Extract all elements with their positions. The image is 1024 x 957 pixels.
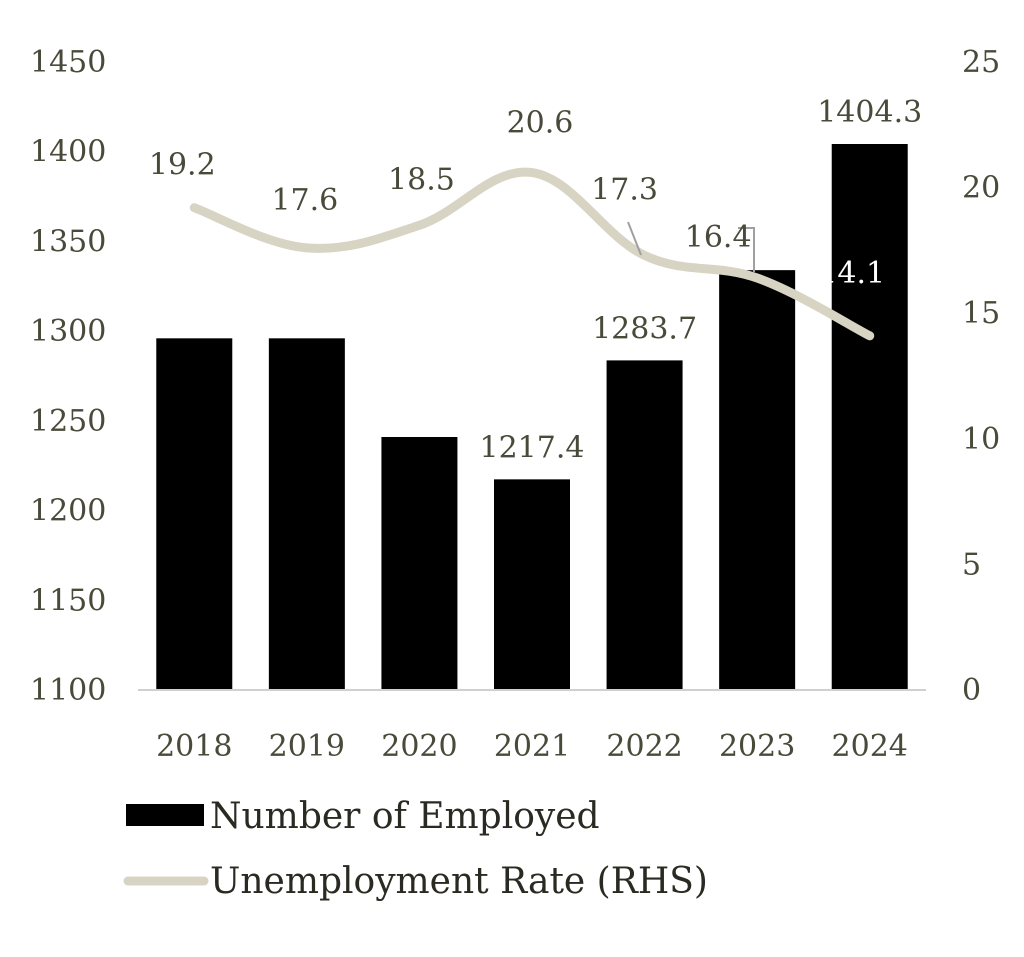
bar-series [156,143,908,691]
bar-2018 [156,338,233,690]
leader-line-2022 [627,221,642,256]
x-tick-label: 2021 [494,729,570,764]
right-tick-label: 5 [962,547,981,582]
left-tick-label: 1350 [30,224,106,259]
x-tick-label: 2018 [156,729,232,764]
right-tick-label: 0 [962,673,981,708]
leader-lines [627,221,755,272]
right-tick-label: 25 [962,45,1000,80]
x-tick-label: 2023 [719,729,795,764]
bar-label-2021: 1217.4 [480,430,585,465]
line-label-2022: 17.3 [591,172,658,207]
legend-label-employed: Number of Employed [210,796,600,837]
line-label-2019: 17.6 [271,183,338,218]
left-tick-label: 1400 [30,135,106,170]
bar-2021 [494,479,570,690]
left-tick-label: 1200 [30,494,106,529]
line-label-2021: 20.6 [507,106,574,141]
bar-label-2024: 1404.3 [817,95,922,130]
leader-line-2023 [738,227,755,272]
left-axis: 1450 1400 1350 1300 1250 1200 1150 1100 [30,45,106,708]
bar-2024 [831,143,908,691]
left-tick-label: 1450 [30,45,106,80]
right-axis: 25 20 15 10 5 0 [962,45,1000,708]
line-label-2023: 16.4 [685,220,752,255]
data-labels: 19.2 17.6 18.5 20.6 17.3 16.4 14.1 1217.4 1283.7… [149,95,922,465]
bar-2023 [719,270,796,690]
legend: Number of Employed Unemployment Rate (RH… [123,796,708,902]
x-tick-label: 2020 [381,729,457,764]
x-axis: 2018 2019 2020 2021 2022 2023 2024 [156,729,908,764]
left-tick-label: 1250 [30,404,106,439]
legend-swatch-employed [126,804,204,826]
left-tick-label: 1150 [30,583,106,618]
x-tick-label: 2022 [606,729,682,764]
left-tick-label: 1100 [30,673,106,708]
legend-label-unemployment: Unemployment Rate (RHS) [210,861,708,902]
left-tick-label: 1300 [30,314,106,349]
right-tick-label: 15 [962,296,1000,331]
bar-2022 [606,360,683,690]
right-tick-label: 20 [962,171,1000,206]
line-label-2020: 18.5 [388,162,455,197]
line-label-2024: 14.1 [818,256,885,291]
bar-label-2022: 1283.7 [592,311,697,346]
x-tick-label: 2024 [832,729,908,764]
bar-2019 [268,338,345,690]
x-tick-label: 2019 [269,729,345,764]
unemployment-rate-line [189,167,875,341]
right-tick-label: 10 [962,422,1000,457]
bar-2020 [381,437,458,690]
line-label-2018: 19.2 [149,148,216,183]
